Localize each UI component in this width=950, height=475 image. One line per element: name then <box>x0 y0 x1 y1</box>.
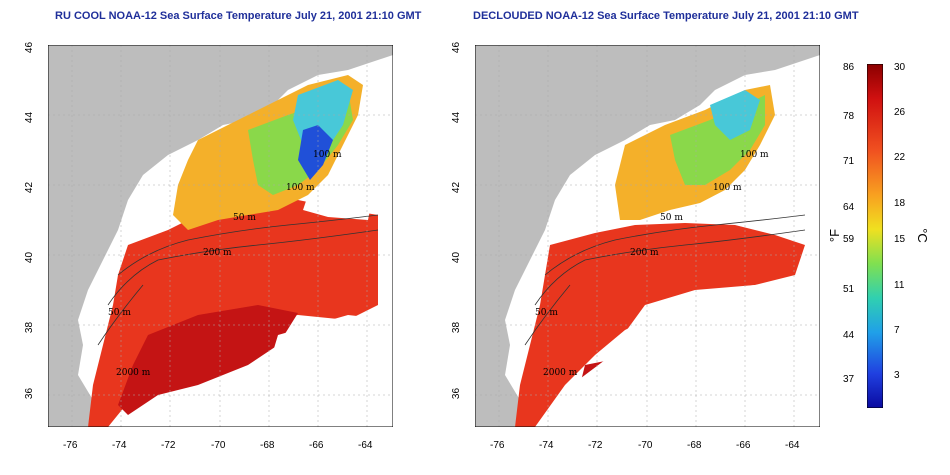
x-tick: -68 <box>687 440 702 451</box>
contour-label: 100 m <box>286 183 315 193</box>
y-tick: 36 <box>451 387 463 400</box>
contour-label: 100 m <box>713 183 742 193</box>
isobath-contour <box>544 214 806 276</box>
celsius-tick: 11 <box>894 280 905 291</box>
fahrenheit-unit: °F <box>827 228 843 243</box>
y-tick: 46 <box>24 41 36 54</box>
fahrenheit-tick: 64 <box>843 202 855 213</box>
fahrenheit-tick: 71 <box>843 156 855 167</box>
left-map: 100 m 100 m 50 m 200 m 50 m 2000 m <box>48 45 393 427</box>
contour-label: 100 m <box>313 150 342 160</box>
x-tick: -72 <box>588 440 603 451</box>
y-tick: 42 <box>24 181 36 194</box>
y-tick: 38 <box>451 321 463 334</box>
fahrenheit-tick: 78 <box>843 111 855 122</box>
land-mass <box>48 45 393 427</box>
x-tick: -76 <box>490 440 505 451</box>
right-map: 100 m 100 m 50 m 200 m 50 m 2000 m <box>475 45 820 427</box>
x-tick: -74 <box>112 440 127 451</box>
y-tick: 40 <box>451 251 463 264</box>
cloud-patch <box>730 170 805 215</box>
sst-cold-patch <box>298 125 333 180</box>
x-tick: -64 <box>358 440 373 451</box>
y-tick: 44 <box>24 111 36 124</box>
celsius-tick: 3 <box>894 370 900 381</box>
contour-label: 100 m <box>740 150 769 160</box>
x-tick: -64 <box>785 440 800 451</box>
land-mass <box>475 45 820 427</box>
celsius-tick: 30 <box>894 62 906 73</box>
y-tick: 46 <box>451 41 463 54</box>
y-tick: 44 <box>451 111 463 124</box>
left-map-title: RU COOL NOAA-12 Sea Surface Temperature … <box>55 10 422 22</box>
contour-label: 200 m <box>630 248 659 258</box>
isobath-contour <box>117 214 379 276</box>
x-tick: -68 <box>260 440 275 451</box>
contour-label: 2000 m <box>543 368 578 378</box>
x-tick: -72 <box>161 440 176 451</box>
cloud-patch <box>535 280 820 427</box>
fahrenheit-tick: 44 <box>843 330 855 341</box>
x-tick: -74 <box>539 440 554 451</box>
celsius-tick: 7 <box>894 325 900 336</box>
contour-label: 200 m <box>203 248 232 258</box>
fahrenheit-tick: 51 <box>843 284 855 295</box>
celsius-tick: 15 <box>894 234 906 245</box>
fahrenheit-tick: 59 <box>843 234 855 245</box>
contour-label: 50 m <box>660 213 683 223</box>
y-tick: 42 <box>451 181 463 194</box>
isobath-contour <box>107 229 379 306</box>
colorbar <box>867 64 883 408</box>
cloud-patch <box>303 185 373 220</box>
x-tick: -70 <box>211 440 226 451</box>
y-tick: 38 <box>24 321 36 334</box>
x-tick: -76 <box>63 440 78 451</box>
x-tick: -66 <box>736 440 751 451</box>
x-tick: -66 <box>309 440 324 451</box>
cloud-patch <box>248 315 393 427</box>
celsius-tick: 26 <box>894 107 906 118</box>
celsius-unit: °C <box>914 228 930 243</box>
sst-warm-region <box>515 223 805 427</box>
contour-label: 50 m <box>233 213 256 223</box>
contour-label: 50 m <box>108 308 131 318</box>
isobath-contour <box>524 284 571 346</box>
right-map-title: DECLOUDED NOAA-12 Sea Surface Temperatur… <box>473 10 859 22</box>
y-tick: 40 <box>24 251 36 264</box>
sst-hot-region <box>118 305 298 415</box>
contour-label: 50 m <box>535 308 558 318</box>
celsius-tick: 22 <box>894 152 906 163</box>
y-tick: 36 <box>24 387 36 400</box>
fahrenheit-tick: 86 <box>843 62 855 73</box>
x-tick: -70 <box>638 440 653 451</box>
celsius-tick: 18 <box>894 198 906 209</box>
isobath-contour <box>97 284 144 346</box>
isobath-contour <box>534 229 806 306</box>
contour-label: 2000 m <box>116 368 151 378</box>
fahrenheit-tick: 37 <box>843 374 855 385</box>
